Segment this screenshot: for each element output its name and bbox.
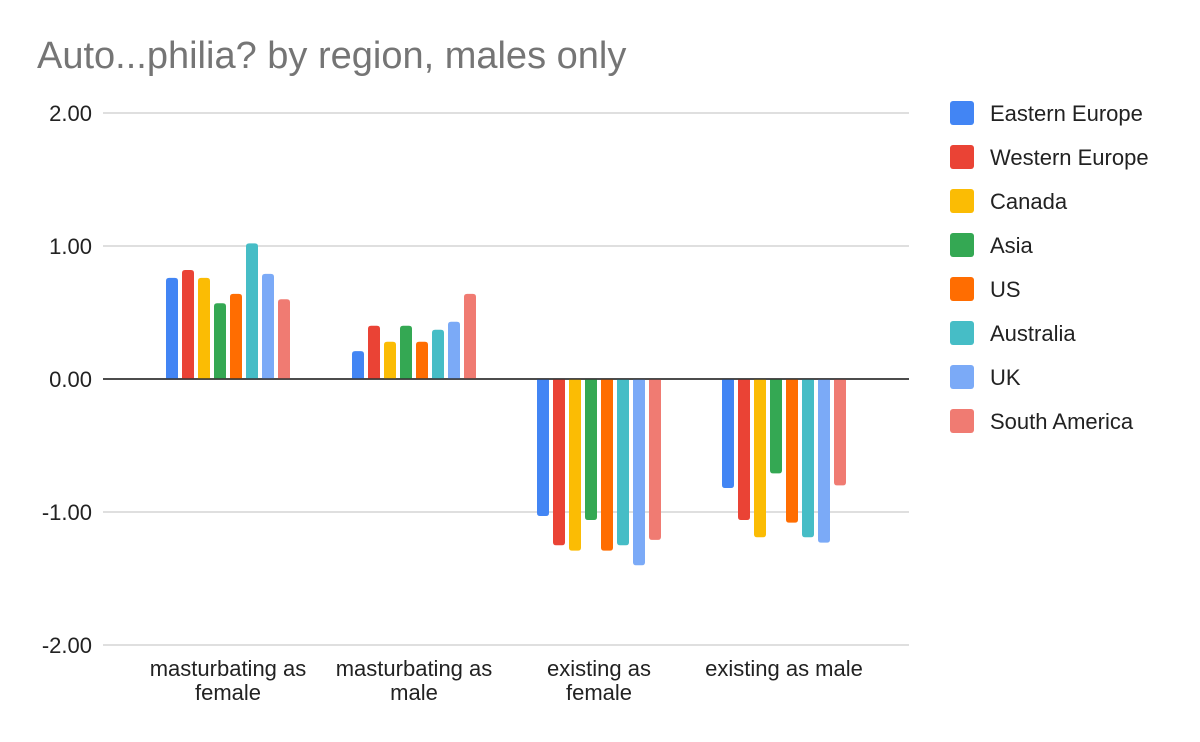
legend-swatch — [950, 189, 974, 213]
legend-label: Western Europe — [990, 145, 1149, 170]
legend-swatch — [950, 233, 974, 257]
legend-swatch — [950, 321, 974, 345]
legend-label: Australia — [990, 321, 1076, 346]
legend-label: Asia — [990, 233, 1034, 258]
bar-western-europe-3 — [738, 379, 750, 520]
bar-uk-1 — [448, 321, 460, 379]
x-category-label: existing as — [547, 656, 651, 681]
bar-canada-3 — [754, 379, 766, 538]
bar-asia-0 — [214, 303, 226, 379]
legend-label: US — [990, 277, 1021, 302]
y-tick-label: 1.00 — [49, 234, 92, 259]
legend-swatch — [950, 277, 974, 301]
legend-swatch — [950, 365, 974, 389]
bar-eastern-europe-3 — [722, 379, 734, 489]
bar-eastern-europe-0 — [166, 277, 178, 379]
bar-australia-0 — [246, 243, 258, 379]
bar-us-1 — [416, 341, 428, 379]
bar-us-2 — [601, 379, 613, 551]
legend: Eastern Europe Western Europe Canada Asia US… — [950, 101, 1149, 434]
grid-layer: 2.00 1.00 0.00 -1.00 -2.00 — [42, 101, 909, 658]
bar-south-america-2 — [649, 379, 661, 540]
bar-asia-1 — [400, 325, 412, 379]
legend-label: South America — [990, 409, 1134, 434]
x-category-label: female — [566, 680, 632, 705]
bar-australia-1 — [432, 329, 444, 379]
bar-eastern-europe-1 — [352, 351, 364, 379]
bar-australia-2 — [617, 379, 629, 546]
bar-canada-2 — [569, 379, 581, 551]
bar-south-america-3 — [834, 379, 846, 486]
bar-us-3 — [786, 379, 798, 523]
bar-canada-1 — [384, 341, 396, 379]
bar-australia-3 — [802, 379, 814, 538]
legend-swatch — [950, 409, 974, 433]
bar-western-europe-1 — [368, 325, 380, 379]
chart-title: Auto...philia? by region, males only — [37, 35, 626, 77]
bar-western-europe-2 — [553, 379, 565, 546]
x-category-label: male — [390, 680, 438, 705]
legend-label: UK — [990, 365, 1021, 390]
y-tick-label: 2.00 — [49, 101, 92, 126]
x-category-label: masturbating as — [336, 656, 493, 681]
bar-uk-3 — [818, 379, 830, 543]
legend-swatch — [950, 101, 974, 125]
x-category-label: masturbating as — [150, 656, 307, 681]
bar-south-america-0 — [278, 299, 290, 379]
bar-western-europe-0 — [182, 269, 194, 379]
x-category-label: female — [195, 680, 261, 705]
bar-south-america-1 — [464, 293, 476, 379]
x-category-label: existing as male — [705, 656, 863, 681]
bar-eastern-europe-2 — [537, 379, 549, 516]
bar-uk-2 — [633, 379, 645, 566]
y-tick-label: -1.00 — [42, 500, 92, 525]
y-tick-label: 0.00 — [49, 367, 92, 392]
bar-asia-3 — [770, 379, 782, 474]
bar-uk-0 — [262, 273, 274, 379]
bar-canada-0 — [198, 277, 210, 379]
y-tick-label: -2.00 — [42, 633, 92, 658]
bar-asia-2 — [585, 379, 597, 520]
bar-us-0 — [230, 293, 242, 379]
legend-label: Eastern Europe — [990, 101, 1143, 126]
bar-layer — [103, 243, 909, 566]
legend-label: Canada — [990, 189, 1068, 214]
legend-swatch — [950, 145, 974, 169]
